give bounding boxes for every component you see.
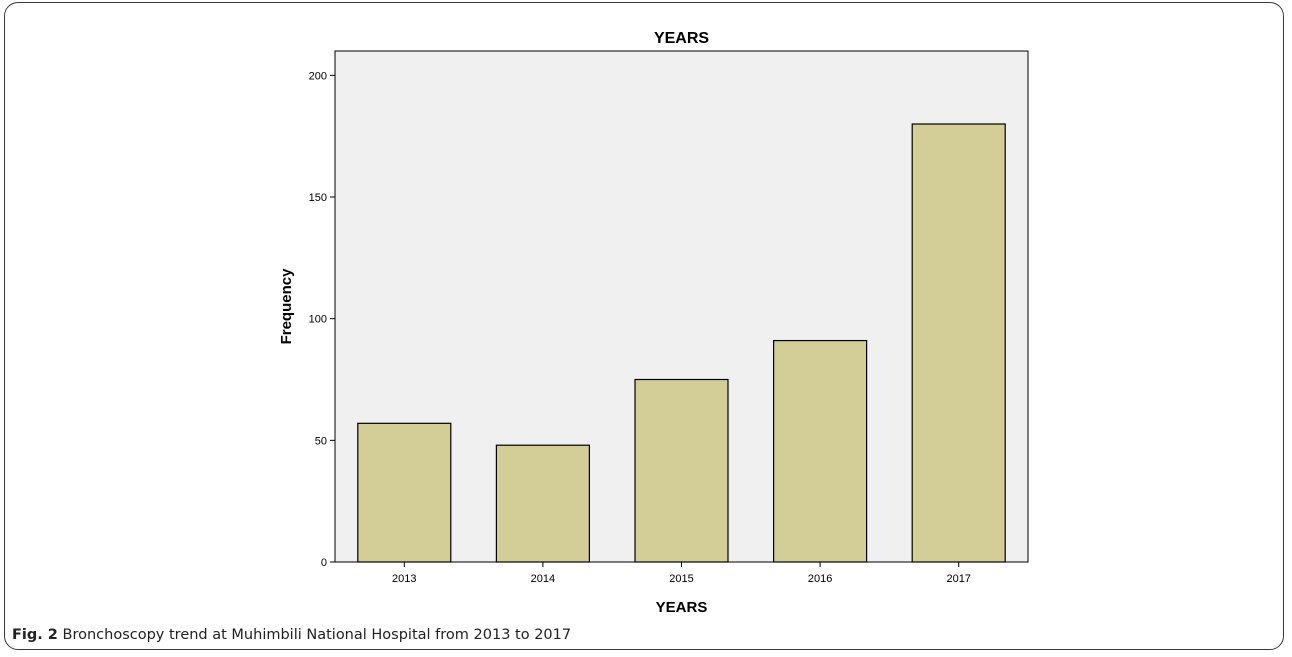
y-tick-label: 150 [309, 192, 327, 204]
y-tick-label: 0 [321, 557, 327, 569]
figure-caption-text: Bronchoscopy trend at Muhimbili National… [62, 627, 572, 643]
y-tick-label: 200 [309, 70, 327, 82]
x-tick-label: 2016 [808, 573, 832, 585]
bar-2013 [357, 422, 452, 563]
figure-caption: Fig. 2 Bronchoscopy trend at Muhimbili N… [12, 627, 571, 643]
bar-2017 [911, 123, 1006, 563]
x-tick-label: 2017 [946, 573, 970, 585]
x-axis: 2013 2014 2015 2016 2017 [392, 562, 971, 585]
x-tick-label: 2015 [669, 573, 693, 585]
y-axis: 0 50 100 150 200 [309, 70, 335, 569]
y-tick-label: 100 [309, 314, 327, 326]
figure-label: Fig. 2 [12, 627, 58, 643]
y-tick-label: 50 [315, 435, 327, 447]
bar-2015 [634, 378, 729, 563]
bar-2016 [772, 339, 868, 563]
x-axis-title: YEARS [656, 599, 708, 616]
x-tick-label: 2013 [392, 573, 416, 585]
x-tick-label: 2014 [531, 573, 555, 585]
bars [357, 123, 1006, 563]
bar-2014 [495, 444, 590, 563]
chart-title: YEARS [654, 30, 709, 47]
y-axis-title: Frequency [278, 268, 295, 345]
